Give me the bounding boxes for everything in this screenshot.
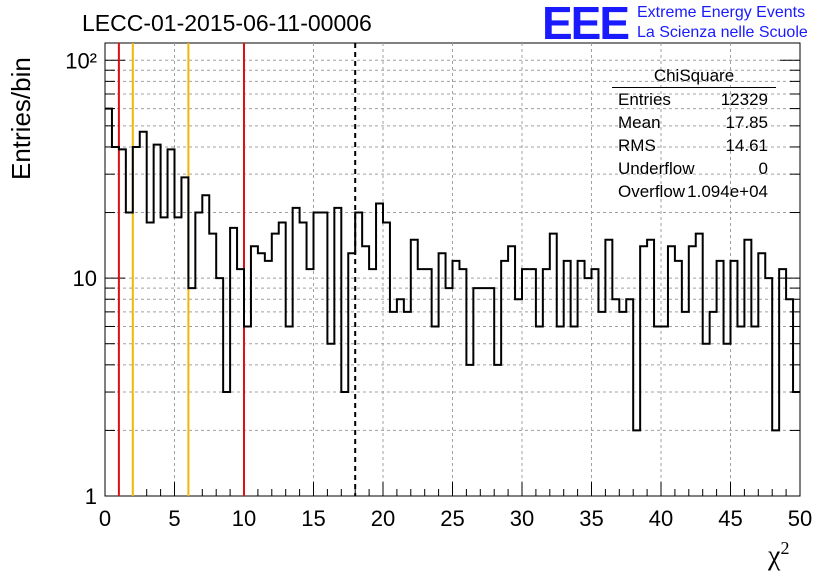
y-tick-label: 10 xyxy=(73,266,97,291)
x-tick-label: 25 xyxy=(440,506,464,531)
stats-box: ChiSquare Entries 12329 Mean 17.85 RMS 14.6… xyxy=(612,66,776,203)
x-tick-label: 0 xyxy=(99,506,111,531)
x-axis-label-base: χ xyxy=(768,540,781,572)
x-tick-label: 10 xyxy=(232,506,256,531)
x-axis-label: χ2 xyxy=(768,538,789,572)
stats-value: 1.094e+04 xyxy=(687,182,768,201)
x-tick-label: 50 xyxy=(788,506,812,531)
stats-row-entries: Entries 12329 xyxy=(612,88,776,111)
x-tick-label: 35 xyxy=(579,506,603,531)
stats-label: Underflow xyxy=(618,159,695,178)
logo-mark: EEE xyxy=(542,0,630,49)
y-tick-label: 10² xyxy=(65,48,97,73)
stats-label: Mean xyxy=(618,113,661,132)
chart-title: LECC-01-2015-06-11-00006 xyxy=(82,10,372,36)
eee-logo: EEE Extreme Energy Events La Scienza nel… xyxy=(542,0,834,49)
stats-row-mean: Mean 17.85 xyxy=(612,111,776,134)
axis-tick-labels: 0 5 10 15 20 25 30 35 40 45 50 1 10 10² xyxy=(65,48,812,531)
x-tick-label: 5 xyxy=(168,506,180,531)
threshold-lines xyxy=(117,43,357,496)
stats-title: ChiSquare xyxy=(612,66,776,88)
stats-value: 0 xyxy=(758,159,768,178)
stats-label: Entries xyxy=(618,90,671,109)
x-tick-label: 45 xyxy=(718,506,742,531)
stats-label: RMS xyxy=(618,136,656,155)
y-axis-label: Entries/bin xyxy=(6,57,36,180)
logo-line-1: Extreme Energy Events xyxy=(637,4,806,21)
x-tick-label: 30 xyxy=(510,506,534,531)
stats-row-rms: RMS 14.61 xyxy=(612,134,776,157)
x-axis-label-sup: 2 xyxy=(780,538,790,558)
stats-value: 17.85 xyxy=(725,113,768,132)
histogram-outline xyxy=(105,107,800,432)
stats-label: Overflow xyxy=(618,182,686,201)
y-tick-label: 1 xyxy=(85,484,97,509)
stats-row-underflow: Underflow 0 xyxy=(612,157,776,180)
x-tick-label: 15 xyxy=(301,506,325,531)
x-tick-label: 20 xyxy=(371,506,395,531)
logo-line-2: La Scienza nelle Scuole xyxy=(637,24,808,41)
x-tick-label: 40 xyxy=(649,506,673,531)
stats-value: 14.61 xyxy=(725,136,768,155)
stats-value: 12329 xyxy=(720,90,768,109)
stats-row-overflow: Overflow 1.094e+04 xyxy=(612,180,776,203)
